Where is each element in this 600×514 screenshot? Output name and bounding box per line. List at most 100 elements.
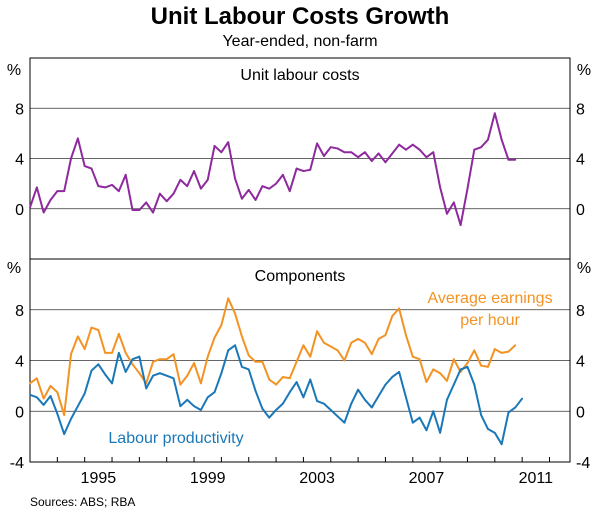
label-average-earnings-line1: Average earnings (427, 290, 552, 307)
y-tick-right: 4 (576, 354, 585, 371)
data-point-unit-labour-costs (302, 170, 305, 172)
data-point-unit-labour-costs (227, 141, 230, 144)
data-point-labour-productivity (343, 421, 346, 424)
y-unit-left-bottom: % (7, 260, 21, 277)
data-point-labour-productivity (56, 412, 59, 415)
y-tick-right: 4 (576, 152, 585, 169)
data-point-labour-productivity (152, 374, 154, 377)
y-tick-left: 4 (15, 152, 24, 169)
data-point-labour-productivity (323, 402, 325, 405)
data-point-average-earnings-per-hour (302, 344, 305, 347)
data-point-labour-productivity (111, 382, 113, 385)
data-point-average-earnings-per-hour (158, 358, 161, 361)
data-point-average-earnings-per-hour (418, 358, 421, 361)
data-point-unit-labour-costs (234, 177, 236, 180)
data-point-average-earnings-per-hour (261, 360, 264, 363)
data-point-labour-productivity (439, 431, 442, 434)
data-point-unit-labour-costs (398, 143, 401, 146)
data-point-labour-productivity (432, 410, 435, 413)
data-point-average-earnings-per-hour (172, 353, 175, 356)
data-point-unit-labour-costs (282, 173, 284, 176)
data-point-average-earnings-per-hour (480, 364, 483, 367)
data-point-labour-productivity (220, 372, 223, 375)
data-point-average-earnings-per-hour (452, 358, 455, 361)
data-point-unit-labour-costs (70, 157, 72, 160)
data-point-unit-labour-costs (309, 168, 312, 171)
y-tick-right: 8 (576, 303, 585, 320)
data-point-average-earnings-per-hour (343, 359, 346, 362)
data-point-labour-productivity (76, 405, 79, 408)
data-point-labour-productivity (446, 398, 448, 401)
data-point-unit-labour-costs (90, 167, 93, 170)
data-point-average-earnings-per-hour (35, 377, 38, 380)
data-point-average-earnings-per-hour (90, 326, 93, 329)
data-point-labour-productivity (384, 383, 387, 386)
data-point-labour-productivity (193, 405, 195, 408)
y-tick-right: 0 (576, 202, 585, 219)
data-point-average-earnings-per-hour (364, 341, 366, 344)
data-point-unit-labour-costs (370, 160, 373, 162)
x-tick-label: 2003 (299, 470, 335, 487)
data-point-unit-labour-costs (357, 156, 359, 159)
panel-title-components: Components (255, 268, 346, 285)
y-tick-left: 0 (15, 202, 24, 219)
data-point-average-earnings-per-hour (138, 372, 141, 375)
data-point-labour-productivity (213, 391, 216, 394)
data-point-labour-productivity (35, 396, 38, 399)
data-point-unit-labour-costs (111, 183, 113, 186)
data-point-labour-productivity (131, 358, 134, 361)
data-point-average-earnings-per-hour (131, 363, 134, 366)
data-point-labour-productivity (336, 415, 339, 418)
data-point-labour-productivity (49, 395, 52, 397)
data-point-average-earnings-per-hour (206, 355, 209, 358)
data-point-average-earnings-per-hour (193, 362, 195, 364)
data-point-labour-productivity (480, 414, 483, 416)
data-point-average-earnings-per-hour (507, 350, 510, 353)
chart-title: Unit Labour Costs Growth (151, 3, 450, 30)
data-point-labour-productivity (268, 416, 271, 419)
data-point-unit-labour-costs (199, 187, 202, 190)
data-point-unit-labour-costs (432, 151, 435, 154)
data-point-average-earnings-per-hour (117, 332, 120, 335)
data-point-average-earnings-per-hour (323, 341, 325, 344)
data-point-unit-labour-costs (466, 187, 469, 190)
data-point-unit-labour-costs (425, 156, 428, 159)
data-point-average-earnings-per-hour (241, 335, 243, 338)
data-point-unit-labour-costs (158, 192, 161, 195)
data-point-labour-productivity (466, 365, 469, 368)
data-point-unit-labour-costs (391, 152, 394, 155)
data-point-average-earnings-per-hour (275, 383, 277, 386)
data-point-average-earnings-per-hour (29, 382, 31, 385)
data-point-average-earnings-per-hour (398, 307, 401, 310)
data-point-unit-labour-costs (124, 173, 127, 176)
y-unit-right-top: % (577, 62, 591, 79)
data-point-labour-productivity (411, 421, 414, 424)
data-point-unit-labour-costs (384, 161, 387, 164)
data-point-labour-productivity (507, 411, 510, 414)
data-point-labour-productivity (282, 402, 284, 405)
data-point-unit-labour-costs (473, 148, 476, 151)
data-point-average-earnings-per-hour (487, 365, 489, 368)
data-point-unit-labour-costs (411, 143, 414, 146)
data-point-labour-productivity (357, 388, 359, 391)
data-point-unit-labour-costs (507, 158, 510, 161)
data-point-unit-labour-costs (405, 148, 407, 151)
y-tick-left: 8 (15, 303, 24, 320)
data-point-average-earnings-per-hour (370, 353, 373, 356)
data-point-labour-productivity (254, 390, 257, 392)
data-point-unit-labour-costs (35, 186, 38, 189)
data-point-average-earnings-per-hour (70, 353, 72, 356)
data-point-average-earnings-per-hour (186, 374, 189, 377)
data-point-labour-productivity (418, 416, 421, 419)
data-point-labour-productivity (234, 344, 236, 347)
data-point-labour-productivity (63, 433, 66, 435)
data-point-labour-productivity (104, 373, 107, 376)
data-point-average-earnings-per-hour (493, 348, 496, 350)
data-point-labour-productivity (521, 397, 524, 400)
data-point-labour-productivity (124, 371, 127, 373)
chart-subtitle: Year-ended, non-farm (222, 33, 377, 50)
data-point-unit-labour-costs (452, 201, 455, 204)
data-point-average-earnings-per-hour (56, 391, 59, 394)
data-point-labour-productivity (29, 393, 31, 396)
data-point-labour-productivity (493, 431, 496, 434)
